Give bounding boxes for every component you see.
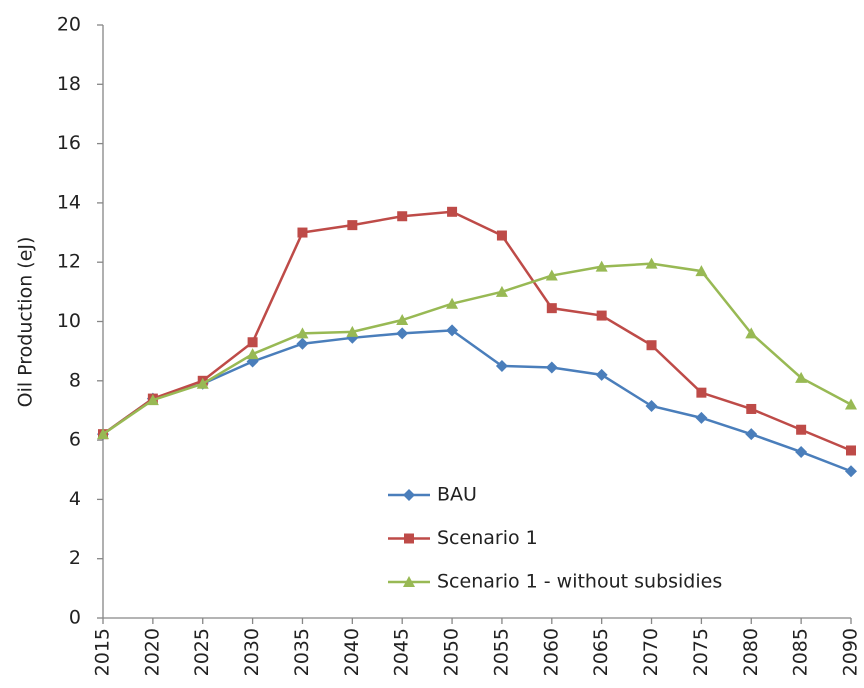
marker: [404, 533, 414, 544]
marker: [495, 285, 508, 297]
series-line: [102, 329, 852, 473]
marker: [446, 297, 459, 309]
marker: [246, 348, 259, 360]
series-line: [102, 210, 852, 452]
marker: [97, 428, 109, 440]
x-tick-label: 2030: [241, 628, 263, 676]
marker: [746, 403, 757, 414]
y-tick-label: 16: [57, 132, 81, 154]
y-tick-label: 20: [57, 14, 81, 36]
marker: [495, 359, 508, 372]
x-tick-label: 2055: [490, 628, 512, 676]
marker: [403, 576, 415, 587]
marker: [396, 314, 409, 326]
marker: [695, 265, 708, 277]
legend-label: Scenario 1: [437, 527, 538, 549]
x-tick-label: 2090: [840, 628, 862, 676]
marker: [795, 371, 808, 383]
legend-label: BAU: [437, 484, 477, 506]
x-tick-label: 2050: [441, 628, 463, 676]
marker: [796, 424, 807, 435]
marker: [846, 445, 856, 456]
marker: [646, 340, 657, 351]
marker: [745, 428, 758, 441]
marker: [146, 394, 159, 406]
marker: [347, 220, 358, 231]
y-tick-label: 4: [69, 488, 81, 510]
marker: [247, 337, 258, 348]
y-tick-label: 12: [57, 251, 81, 273]
y-tick-label: 18: [57, 73, 81, 95]
x-tick-label: 2080: [740, 628, 762, 676]
y-tick-label: 0: [69, 607, 81, 629]
marker: [297, 227, 308, 238]
marker: [296, 327, 309, 339]
marker: [346, 325, 359, 337]
marker: [696, 387, 707, 398]
series-line: [102, 262, 852, 436]
marker: [496, 230, 507, 241]
x-tick-label: 2060: [540, 628, 562, 676]
y-tick-label: 2: [69, 547, 81, 569]
marker: [645, 257, 658, 269]
marker: [596, 310, 607, 321]
marker: [296, 337, 309, 350]
x-tick-label: 2070: [640, 628, 662, 676]
marker: [447, 206, 458, 217]
marker: [403, 489, 415, 501]
marker: [446, 324, 459, 337]
marker: [845, 465, 857, 478]
marker: [545, 361, 558, 374]
marker: [595, 260, 608, 272]
x-tick-label: 2045: [391, 628, 413, 676]
marker: [695, 411, 708, 424]
marker: [595, 368, 608, 381]
marker: [196, 377, 209, 389]
y-tick-label: 6: [69, 429, 81, 451]
marker: [397, 211, 408, 222]
marker: [795, 445, 808, 458]
marker: [645, 400, 658, 413]
y-tick-label: 10: [57, 310, 81, 332]
y-tick-label: 14: [57, 191, 81, 213]
x-tick-label: 2085: [790, 628, 812, 676]
marker: [745, 327, 758, 339]
marker: [546, 303, 557, 314]
marker: [396, 327, 409, 340]
y-axis-label: Oil Production (eJ): [15, 237, 37, 408]
x-tick-label: 2040: [341, 628, 363, 676]
x-tick-label: 2075: [690, 628, 712, 676]
x-tick-label: 2065: [590, 628, 612, 676]
marker: [545, 269, 558, 281]
marker: [845, 398, 857, 410]
x-tick-label: 2035: [291, 628, 313, 676]
y-tick-label: 8: [69, 369, 81, 391]
x-tick-label: 2015: [92, 628, 114, 676]
x-tick-label: 2025: [191, 628, 213, 676]
x-tick-label: 2020: [141, 628, 163, 676]
legend-label: Scenario 1 - without subsidies: [437, 571, 722, 593]
